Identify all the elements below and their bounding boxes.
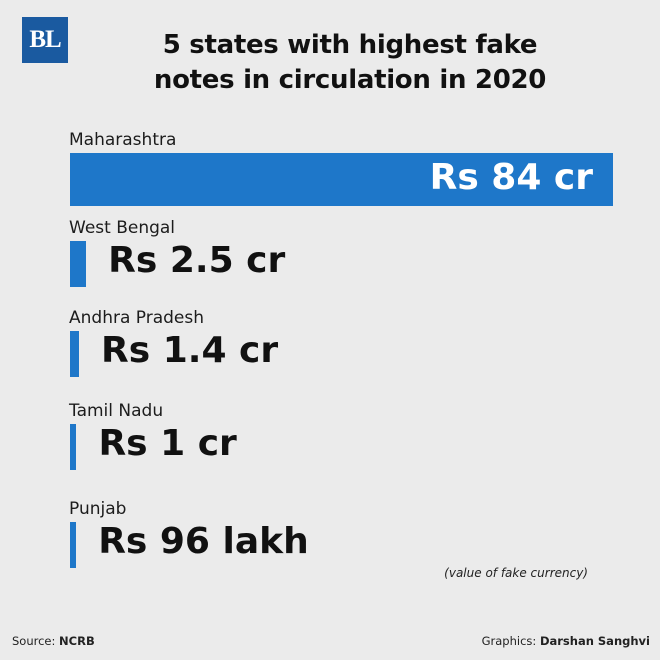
- bar: [70, 424, 77, 470]
- value-label: Rs 2.5 cr: [108, 240, 286, 281]
- graphics-credit: Graphics: Darshan Sanghvi: [482, 634, 650, 648]
- state-label: West Bengal: [69, 218, 176, 238]
- source-name: NCRB: [59, 634, 95, 648]
- state-label: Tamil Nadu: [69, 401, 164, 421]
- title-line-2: notes in circulation in 2020: [153, 65, 547, 95]
- bl-logo: BL: [22, 17, 68, 63]
- bar: [70, 522, 77, 568]
- value-label: Rs 96 lakh: [98, 521, 309, 562]
- value-note: (value of fake currency): [444, 566, 588, 580]
- title-line-1: 5 states with highest fake: [162, 30, 538, 60]
- state-label: Andhra Pradesh: [69, 308, 205, 328]
- source-credit: Source: NCRB: [12, 634, 95, 648]
- chart-title: 5 states with highest fake notes in circ…: [80, 28, 620, 98]
- credit-name: Darshan Sanghvi: [539, 634, 650, 648]
- bar: [70, 153, 613, 206]
- value-label: Rs 1.4 cr: [101, 330, 279, 371]
- bar: [70, 331, 80, 377]
- value-label: Rs 1 cr: [98, 423, 237, 464]
- state-label: Maharashtra: [69, 130, 177, 150]
- state-label: Punjab: [69, 499, 127, 519]
- credit-prefix: Graphics:: [481, 634, 537, 648]
- source-prefix: Source:: [12, 634, 56, 648]
- bar: [70, 241, 87, 287]
- value-label: Rs 84 cr: [429, 157, 593, 198]
